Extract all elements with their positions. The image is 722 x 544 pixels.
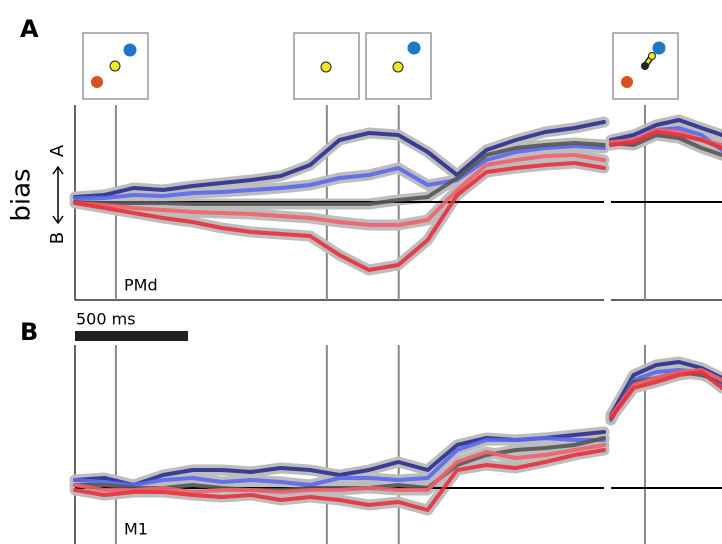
- trace: [73, 120, 606, 199]
- trace: [73, 161, 606, 272]
- trace: [73, 436, 606, 487]
- axis-arrow: [52, 165, 64, 225]
- scale-bar-label: 500 ms: [76, 310, 136, 329]
- area-label: M1: [124, 520, 148, 539]
- trace: [609, 133, 722, 157]
- task-icon: [293, 32, 360, 100]
- task-icon: [612, 32, 679, 100]
- trace: [609, 370, 722, 420]
- trace: [73, 443, 606, 494]
- area-label: PMd: [124, 276, 158, 295]
- trace: [73, 448, 606, 512]
- y-up-label: A: [47, 144, 68, 157]
- trace: [73, 141, 606, 206]
- panel-label: B: [20, 318, 38, 346]
- task-icon: [82, 32, 149, 100]
- task-icon: [365, 32, 432, 100]
- trace: [609, 130, 722, 150]
- y-down-label: B: [47, 232, 68, 244]
- trace: [73, 153, 606, 227]
- panel-label: A: [20, 15, 39, 43]
- trace: [609, 118, 722, 142]
- plots: PMd 500 ms M1: [69, 105, 722, 544]
- scale-bar: [75, 331, 189, 341]
- y-axis-label: bias: [7, 168, 37, 221]
- trace: [73, 144, 606, 200]
